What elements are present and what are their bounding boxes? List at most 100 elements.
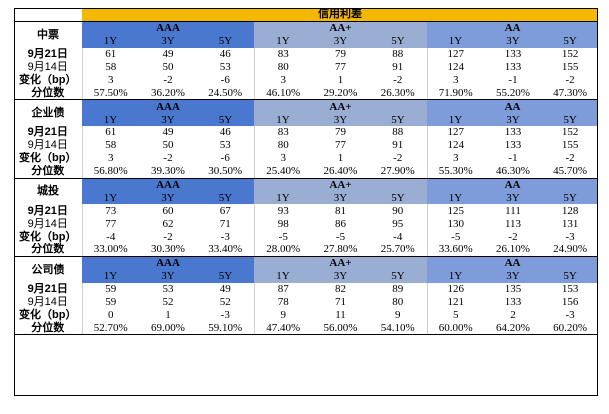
value-cell: 53	[219, 139, 231, 152]
value-cell: 69.00%	[139, 321, 197, 336]
table-row: 变化（bp） 0 1 -3 9 11 9 5 2 -3	[14, 308, 598, 322]
table-row: 9月14日 58 50 53 80 77 91 124 133 155	[14, 138, 598, 152]
value-cell: 127	[426, 47, 484, 61]
value-cell: 77	[335, 139, 346, 152]
table-row: 变化（bp） 3 -2 -6 3 1 -2 3 -1 -2	[14, 73, 598, 87]
rating-header: AAA	[82, 255, 254, 270]
row-label: 分位数	[14, 243, 82, 257]
value-cell: 58	[81, 138, 139, 152]
value-cell: 33.40%	[197, 243, 254, 257]
value-cell: -2	[393, 73, 403, 86]
block-name: 公司债	[14, 255, 82, 283]
value-cell: 26.40%	[312, 164, 369, 179]
value-cell: 135	[504, 283, 522, 296]
value-cell: 47.40%	[253, 321, 312, 336]
value-cell: 152	[561, 126, 579, 139]
value-cell: -6	[220, 152, 230, 165]
value-cell: 86	[335, 217, 346, 230]
value-cell: 93	[253, 204, 312, 218]
table-row: 分位数 33.00% 30.30% 33.40% 28.00% 27.80% 25.70% 3…	[14, 243, 599, 257]
value-cell: 80	[392, 296, 404, 309]
rating-header: AAA	[82, 177, 254, 192]
value-cell: -3	[565, 308, 575, 321]
value-cell: -6	[220, 73, 230, 86]
table-row: 分位数 56.80% 39.30% 30.50% 25.40% 26.40% 27.90% 5…	[14, 164, 599, 179]
value-cell: 1	[337, 152, 344, 165]
value-cell: 50	[162, 61, 174, 73]
value-cell: 30.30%	[139, 243, 197, 257]
value-cell: 82	[335, 283, 346, 296]
value-cell: 9	[253, 308, 312, 322]
value-cell: 77	[81, 217, 139, 231]
table-row: 9月21日 61 49 46 83 79 88 127 133 152	[14, 47, 598, 61]
value-cell: -3	[220, 230, 230, 243]
value-cell: 79	[335, 126, 346, 139]
value-cell: 155	[561, 139, 579, 152]
block-name: 企业债	[14, 99, 82, 127]
value-cell: 130	[426, 217, 484, 231]
table-row: 变化（bp） 3 -2 -6 3 1 -2 3 -1 -2	[14, 151, 598, 165]
value-cell: 49	[219, 283, 231, 296]
tenor-header: 3Y	[139, 269, 197, 283]
rating-header: AA+	[254, 99, 427, 114]
tenor-header: 1Y	[254, 113, 312, 127]
tenor-header: 5Y	[542, 191, 599, 205]
row-label: 变化（bp）	[19, 73, 77, 86]
value-cell: 78	[253, 295, 312, 309]
value-cell: 87	[253, 282, 312, 296]
value-cell: 52.70%	[81, 321, 139, 336]
value-cell: 83	[253, 47, 312, 61]
value-cell: 27.90%	[369, 164, 427, 179]
tenor-header: 5Y	[542, 113, 599, 127]
tenor-header: 5Y	[197, 113, 254, 127]
value-cell: 121	[426, 295, 484, 309]
value-cell: 56.80%	[81, 164, 139, 179]
title-row: 信用利差	[14, 8, 599, 22]
table-title: 信用利差	[82, 8, 599, 22]
value-cell: 59	[81, 282, 139, 296]
value-cell: 91	[392, 61, 404, 73]
value-cell: 26.10%	[484, 243, 542, 257]
value-cell: 90	[392, 204, 404, 217]
value-cell: 5	[426, 308, 484, 322]
value-cell: 56.00%	[312, 321, 369, 336]
value-cell: -2	[163, 230, 173, 243]
value-cell: 11	[335, 308, 346, 321]
value-cell: 46	[219, 48, 231, 61]
tenor-header: 3Y	[484, 113, 542, 127]
value-cell: 88	[392, 48, 404, 61]
value-cell: 55.20%	[484, 86, 542, 101]
value-cell: 60	[162, 204, 174, 217]
value-cell: 91	[392, 139, 404, 152]
value-cell: 152	[561, 48, 579, 61]
value-cell: 36.20%	[139, 86, 197, 101]
value-cell: 126	[426, 282, 484, 296]
tenor-header: 3Y	[484, 34, 542, 48]
value-cell: 53	[219, 61, 231, 73]
tenor-header-row: 1Y 3Y 5Y 1Y 3Y 5Y 1Y 3Y 5Y	[14, 34, 599, 48]
value-cell: -3	[565, 230, 575, 243]
value-cell: 89	[392, 283, 404, 296]
tenor-header-row: 1Y 3Y 5Y 1Y 3Y 5Y 1Y 3Y 5Y	[14, 269, 599, 283]
table-row: 9月14日 58 50 53 80 77 91 124 133 155	[14, 60, 598, 74]
tenor-header: 3Y	[139, 34, 197, 48]
value-cell: -4	[393, 230, 403, 243]
rating-header: AA	[427, 255, 599, 270]
value-cell: 77	[335, 61, 346, 73]
value-cell: 3	[81, 151, 139, 165]
value-cell: 1	[165, 308, 171, 321]
value-cell: 133	[504, 61, 522, 73]
tenor-header: 3Y	[484, 269, 542, 283]
row-label: 变化（bp）	[19, 308, 77, 321]
row-label: 9月21日	[27, 126, 68, 139]
value-cell: 131	[561, 217, 579, 230]
value-cell: 133	[504, 139, 522, 152]
value-cell: 67	[219, 204, 231, 217]
rating-header: AA+	[254, 20, 427, 35]
value-cell: 49	[162, 126, 174, 139]
tenor-header: 1Y	[82, 269, 139, 283]
value-cell: -3	[220, 308, 230, 321]
value-cell: -2	[393, 152, 403, 165]
value-cell: 133	[504, 48, 522, 61]
row-label: 9月14日	[27, 296, 68, 309]
